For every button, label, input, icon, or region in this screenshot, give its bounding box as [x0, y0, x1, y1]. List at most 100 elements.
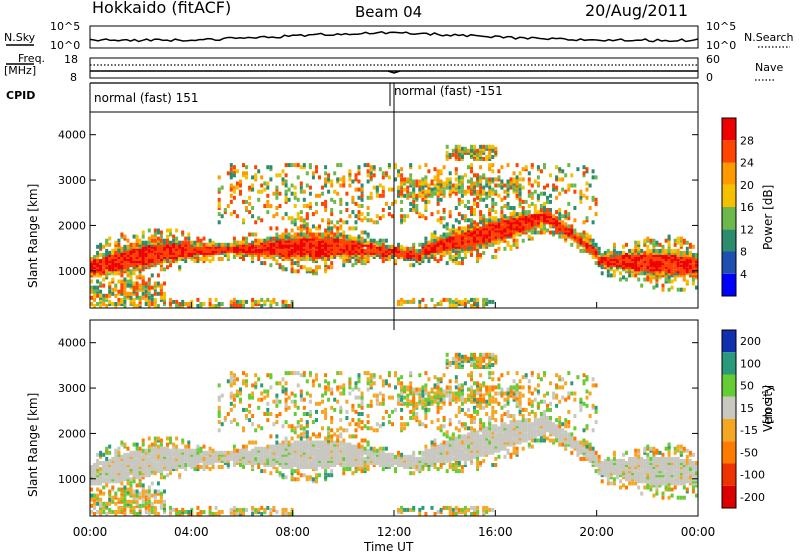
velocity-cell — [305, 475, 309, 480]
power-cell — [527, 189, 531, 194]
power-cell — [272, 191, 276, 196]
power-cell — [549, 173, 552, 178]
power-cell — [315, 236, 318, 241]
power-cell — [539, 208, 543, 212]
power-cell — [421, 177, 425, 182]
power-cell — [530, 224, 534, 229]
power-cell — [232, 240, 236, 245]
velocity-cell — [287, 405, 291, 410]
power-cell — [260, 183, 264, 188]
power-cell — [202, 302, 206, 306]
power-cell — [424, 304, 428, 308]
velocity-cell — [342, 391, 346, 396]
power-cell — [564, 173, 568, 178]
power-cell — [351, 238, 355, 243]
power-cell — [193, 253, 197, 257]
power-cell — [251, 183, 255, 188]
velocity-cell — [159, 503, 163, 508]
velocity-cell — [290, 471, 294, 476]
power-cell — [217, 248, 221, 253]
power-cell — [512, 189, 516, 194]
power-cell — [190, 253, 194, 257]
power-cell — [239, 240, 242, 245]
power-cell — [135, 263, 139, 268]
power-cell — [278, 253, 282, 257]
power-cell — [412, 242, 416, 247]
velocity-cell — [327, 385, 331, 390]
velocity-cell — [126, 481, 130, 486]
velocity-cell — [150, 446, 154, 451]
power-cell — [93, 259, 96, 264]
velocity-cell — [348, 450, 352, 455]
power-cell — [397, 242, 400, 247]
power-cell — [418, 248, 422, 253]
power-cell — [156, 281, 160, 286]
power-cell — [421, 181, 425, 186]
power-cell — [506, 187, 510, 192]
power-cell — [169, 240, 172, 245]
velocity-cell — [135, 512, 139, 516]
velocity-cell — [260, 397, 264, 402]
power-cell — [114, 263, 118, 268]
power-cell — [521, 177, 525, 182]
power-cell — [476, 195, 480, 200]
power-cell — [315, 267, 318, 272]
power-cell — [372, 173, 376, 178]
power-cell — [126, 291, 130, 296]
power-cell — [159, 297, 163, 302]
power-cell — [482, 175, 486, 180]
velocity-cell — [141, 456, 145, 461]
velocity-cell — [354, 461, 358, 465]
velocity-cell — [363, 446, 367, 451]
velocity-cell — [296, 446, 300, 451]
power-cell — [588, 242, 592, 247]
power-cell — [387, 206, 391, 210]
power-cell — [190, 240, 194, 245]
power-cell — [229, 193, 233, 198]
power-cell — [242, 199, 245, 204]
velocity-cell — [324, 442, 328, 447]
power-cell — [509, 206, 513, 210]
velocity-cell — [281, 385, 285, 390]
power-cell — [281, 169, 285, 174]
power-cell — [375, 189, 379, 194]
velocity-cell — [345, 428, 349, 433]
velocity-cell — [99, 497, 103, 502]
power-cell — [470, 242, 473, 247]
power-cell — [439, 179, 443, 184]
power-cell — [290, 183, 294, 188]
power-cell — [266, 193, 270, 198]
velocity-cell — [150, 510, 154, 514]
power-cell — [573, 234, 577, 239]
power-cell — [135, 267, 139, 272]
power-cell — [141, 248, 145, 253]
power-cell — [251, 175, 255, 180]
velocity-cell — [108, 444, 112, 449]
power-cell — [166, 242, 169, 247]
velocity-cell — [308, 373, 312, 378]
power-cell — [643, 250, 647, 255]
velocity-cell — [308, 442, 312, 447]
power-cell — [120, 246, 124, 251]
velocity-cell — [126, 499, 130, 504]
power-cell — [144, 253, 148, 257]
power-cell — [254, 242, 258, 247]
power-cell — [685, 259, 689, 264]
velocity-cell — [184, 450, 188, 455]
power-cell — [463, 146, 467, 151]
power-cell — [482, 150, 486, 155]
power-cell — [178, 253, 182, 257]
power-cell — [427, 185, 431, 190]
power-cell — [126, 263, 130, 268]
power-cell — [123, 257, 127, 261]
power-cell — [284, 267, 288, 272]
velocity-cell — [108, 489, 112, 494]
velocity-cell — [159, 471, 163, 476]
velocity-cell — [105, 481, 109, 486]
power-cell — [530, 195, 534, 200]
power-cell — [661, 271, 665, 276]
velocity-cell — [336, 446, 340, 451]
power-cell — [491, 238, 495, 243]
power-cell — [479, 175, 483, 180]
velocity-cell — [166, 436, 169, 441]
